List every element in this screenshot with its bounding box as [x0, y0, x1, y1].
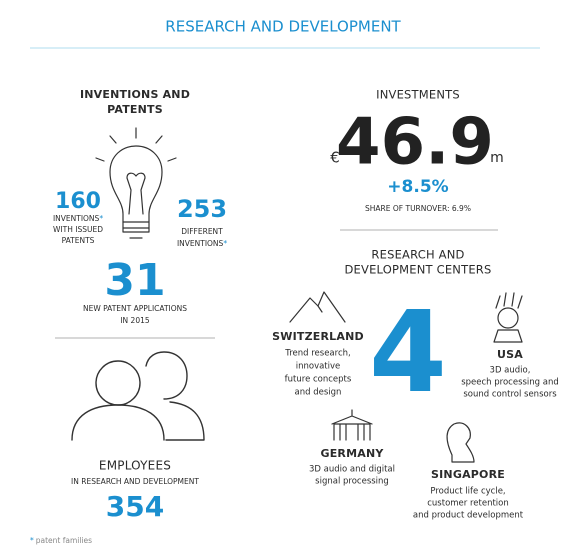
stat-value: 31 — [104, 255, 165, 306]
center-desc: 3D audio and digital — [309, 465, 395, 475]
center-name: GERMANY — [320, 447, 384, 460]
currency: € — [330, 149, 340, 167]
center-desc: Product life cycle, — [430, 487, 505, 497]
merlion-icon — [446, 422, 475, 463]
center-name: SWITZERLAND — [272, 330, 364, 343]
page-title: RESEARCH AND DEVELOPMENT — [165, 18, 401, 36]
stat-label: INVENTIONS* — [177, 239, 227, 248]
stat-label: INVENTIONS* — [53, 214, 103, 223]
section-heading: EMPLOYEES — [99, 459, 171, 473]
center-desc: future concepts — [285, 375, 352, 385]
section-heading: INVENTIONS AND — [80, 88, 190, 101]
change-value: +8.5% — [387, 177, 448, 197]
center-desc: and design — [295, 388, 342, 398]
section-heading: INVESTMENTS — [376, 88, 460, 102]
center-desc: customer retention — [427, 499, 509, 509]
bulb-icon — [95, 127, 177, 239]
unit: m — [490, 150, 504, 166]
footnote-mark: * — [30, 536, 34, 545]
stat-label: DIFFERENT — [181, 227, 223, 236]
gate-icon — [331, 409, 373, 441]
center-desc: Trend research, — [284, 349, 350, 359]
center-desc: sound control sensors — [463, 390, 557, 400]
stat-label: NEW PATENT APPLICATIONS — [83, 304, 187, 313]
stat-label: IN 2015 — [120, 316, 150, 325]
stat-label: SHARE OF TURNOVER: 6.9% — [365, 204, 471, 213]
section-heading: DEVELOPMENT CENTERS — [345, 263, 492, 277]
stat-label: IN RESEARCH AND DEVELOPMENT — [71, 477, 199, 486]
stat-label-text: INVENTIONS — [53, 214, 100, 223]
footnote: * patent families — [30, 536, 92, 545]
center-count: 4 — [369, 288, 447, 418]
center-desc: innovative — [296, 362, 341, 372]
center-desc: speech processing and — [461, 378, 559, 388]
stat-label: PATENTS — [62, 236, 95, 245]
center-desc: signal processing — [315, 477, 389, 487]
center-name: USA — [497, 348, 523, 361]
center-desc: and product development — [413, 511, 524, 521]
people-icon — [71, 351, 205, 441]
center-name: SINGAPORE — [431, 468, 505, 481]
mountain-icon — [289, 291, 346, 323]
stat-label: WITH ISSUED — [53, 225, 103, 234]
footnote-mark: * — [223, 239, 227, 248]
section-heading: RESEARCH AND — [371, 248, 464, 262]
stat-value: 253 — [177, 195, 227, 223]
center-desc: 3D audio, — [490, 366, 531, 376]
stat-value: 354 — [106, 490, 164, 523]
stat-label-text: INVENTIONS — [177, 239, 224, 248]
footnote-text: patent families — [36, 536, 92, 545]
section-heading: PATENTS — [107, 103, 163, 116]
liberty-icon — [493, 292, 523, 343]
footnote-mark: * — [99, 214, 103, 223]
investment-value: 46.9 — [336, 106, 494, 180]
stat-value: 160 — [55, 189, 101, 214]
